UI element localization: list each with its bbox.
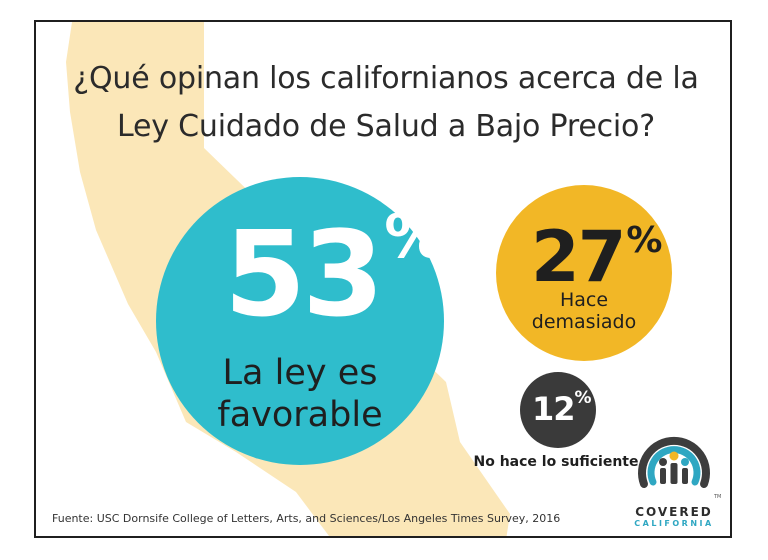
favorable-percentage: 53% bbox=[224, 199, 444, 349]
bubble-favorable: 53% La ley es favorable bbox=[156, 177, 444, 465]
logo-text-california: CALIFORNIA bbox=[634, 519, 714, 528]
favorable-value: 53 bbox=[224, 205, 384, 343]
trademark-mark: TM bbox=[714, 494, 722, 500]
not-enough-value: 12 bbox=[532, 390, 576, 428]
bubble-too-much: 27% Hace demasiado bbox=[496, 185, 672, 361]
not-enough-label: No hace lo suficiente bbox=[473, 454, 639, 470]
title-line-2: Ley Cuidado de Salud a Bajo Precio? bbox=[117, 109, 655, 144]
too-much-percent-sign: % bbox=[626, 220, 663, 261]
too-much-value: 27 bbox=[531, 216, 626, 298]
chart-title: ¿Qué opinan los californianos acerca de … bbox=[56, 55, 716, 151]
too-much-label-line-2: demasiado bbox=[531, 311, 637, 333]
too-much-label-line-1: Hace bbox=[559, 289, 609, 311]
title-line-1: ¿Qué opinan los californianos acerca de … bbox=[73, 61, 699, 96]
favorable-label-line-1: La ley es bbox=[222, 353, 378, 393]
favorable-label: La ley es favorable bbox=[156, 352, 444, 436]
logo-emblem-icon bbox=[638, 436, 710, 488]
not-enough-percent-sign: % bbox=[574, 388, 592, 408]
infographic-frame: ¿Qué opinan los californianos acerca de … bbox=[34, 20, 732, 538]
favorable-percent-sign: % bbox=[384, 202, 445, 272]
too-much-label: Hace demasiado bbox=[496, 289, 672, 333]
covered-california-logo: TM COVERED CALIFORNIA bbox=[626, 418, 722, 533]
source-note: Fuente: USC Dornsife College of Letters,… bbox=[52, 512, 561, 525]
bubble-not-enough: 12% bbox=[520, 372, 596, 448]
favorable-label-line-2: favorable bbox=[217, 395, 383, 435]
too-much-percentage: 27% bbox=[531, 217, 663, 297]
not-enough-percentage: 12% bbox=[532, 386, 592, 432]
logo-text-covered: COVERED bbox=[635, 505, 713, 519]
